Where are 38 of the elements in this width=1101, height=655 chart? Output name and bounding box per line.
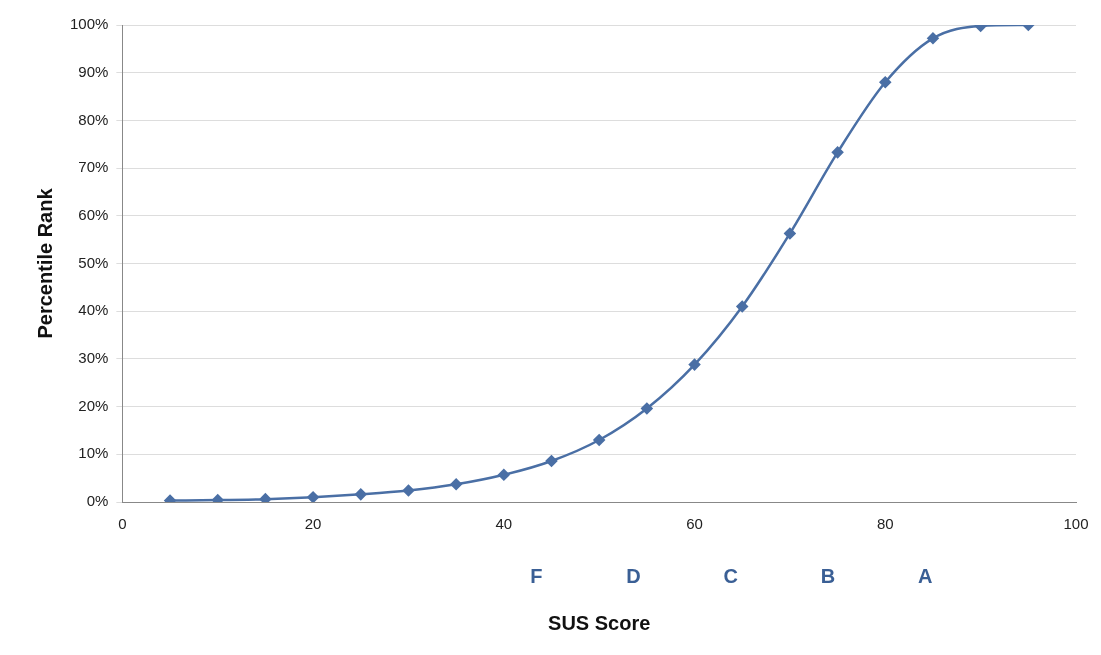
- y-tick-label: 30%: [78, 349, 109, 367]
- y-tick-label: 60%: [78, 205, 109, 223]
- text: F: [530, 564, 543, 587]
- point: [355, 488, 367, 501]
- x-tick-label: 80: [876, 515, 894, 533]
- x-tick-label: 0: [118, 515, 127, 533]
- y-tick-label: 80%: [78, 110, 109, 128]
- point: [736, 300, 748, 313]
- y-tick-label: 100%: [69, 15, 109, 33]
- point: [498, 469, 510, 481]
- x-tick-label: 20: [304, 515, 322, 533]
- y-tick-label: 20%: [78, 396, 109, 414]
- x-tick-label: 40: [495, 515, 513, 533]
- text: D: [626, 564, 641, 587]
- point: [927, 32, 939, 45]
- x-axis-title: SUS Score: [548, 611, 651, 634]
- point: [831, 146, 844, 159]
- text: A: [918, 564, 933, 587]
- point: [784, 227, 796, 240]
- text: B: [820, 564, 836, 587]
- y-tick-label: 0%: [86, 492, 109, 510]
- y-tick-label: 10%: [78, 444, 109, 462]
- point: [402, 484, 415, 497]
- point: [450, 478, 462, 491]
- text: C: [723, 564, 739, 587]
- x-tick-label: 100: [1063, 515, 1089, 533]
- point: [545, 455, 558, 467]
- point: [307, 491, 319, 502]
- y-tick-label: 90%: [78, 62, 109, 80]
- y-tick-label: 40%: [78, 301, 109, 319]
- point: [688, 358, 701, 371]
- y-tick-label: 70%: [78, 158, 109, 176]
- point: [593, 434, 605, 446]
- x-tick-label: 60: [686, 515, 703, 533]
- y-axis-title: Percentile Rank: [33, 187, 56, 339]
- point: [641, 402, 653, 415]
- point: [879, 76, 892, 88]
- y-tick-label: 50%: [78, 253, 109, 271]
